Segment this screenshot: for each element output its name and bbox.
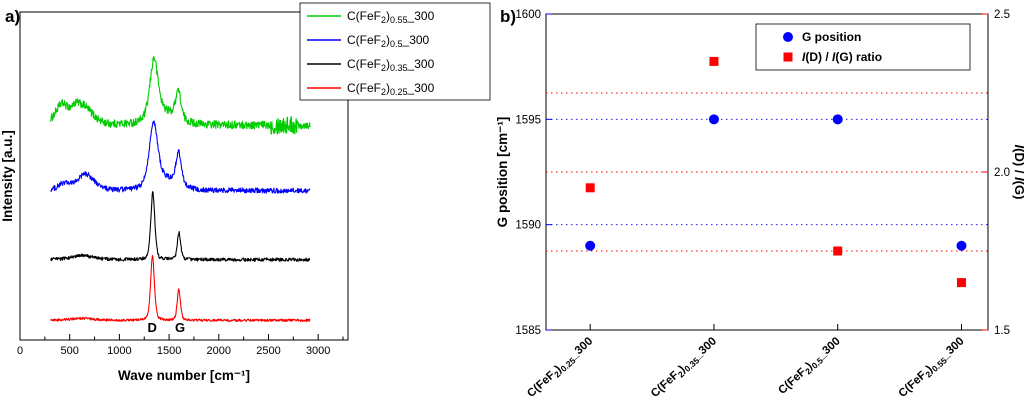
spectrum-line — [50, 254, 311, 323]
x-tick-label: 2000 — [207, 345, 231, 357]
y-tick-label-left: 1590 — [515, 220, 541, 232]
panel-a: a) 0 500 1000 1500 2000 2500 3000 D G C(FeF2)0.55… — [0, 0, 496, 412]
peak-label-d: D — [147, 320, 156, 335]
spectrum-line — [50, 55, 311, 135]
panel-b-tag: b) — [500, 7, 516, 26]
panel-b-left-axis-label: G position [cm⁻¹] — [496, 117, 510, 228]
legend-label: C(FeF2)0.35_300 — [347, 57, 435, 73]
panel-b-chart: b) 1585 1590 1595 1600 1.5 2.0 2.5 C(FeF2)0.25_… — [496, 7, 1024, 401]
y-tick-label-right: 1.5 — [994, 325, 1010, 337]
x-tick-label: 1500 — [157, 345, 181, 357]
x-tick-label: 500 — [61, 345, 79, 357]
x-tick-label: 3000 — [306, 345, 330, 357]
y-tick-label-left: 1600 — [515, 9, 541, 21]
data-point-g-position — [832, 114, 843, 125]
x-tick-label: 1000 — [107, 345, 131, 357]
y-axis-label-right: I(D) / I(G) — [1012, 145, 1024, 200]
panel-a-chart: a) 0 500 1000 1500 2000 2500 3000 D G C(FeF2)0.55… — [0, 2, 491, 383]
data-point-g-position — [585, 240, 596, 251]
y-tick-label-left: 1585 — [515, 325, 541, 337]
panel-a-plot-content: 0 500 1000 1500 2000 2500 3000 D G C(FeF2)0.55_30… — [17, 2, 491, 357]
spectrum-line — [50, 120, 311, 194]
panel-b-plot-content: 1585 1590 1595 1600 1.5 2.0 2.5 C(FeF2)0.25_300… — [515, 9, 1024, 401]
x-category-label: C(FeF2)0.5_300 — [776, 335, 844, 398]
legend-box — [755, 23, 971, 71]
legend-marker-square — [783, 52, 793, 62]
data-point-g-position — [956, 240, 967, 251]
x-tick-label: 2500 — [256, 345, 280, 357]
legend-label: G position — [802, 30, 861, 44]
x-category-label: C(FeF2)0.55_300 — [897, 335, 968, 401]
data-point-id-ig-ratio — [709, 56, 719, 66]
x-category-label: C(FeF2)0.25_300 — [525, 335, 596, 401]
data-point-id-ig-ratio — [956, 278, 966, 288]
peak-label-g: G — [175, 320, 185, 335]
y-tick-label-left: 1595 — [515, 114, 541, 126]
data-point-id-ig-ratio — [585, 183, 595, 193]
data-point-g-position — [708, 114, 719, 125]
spectrum-line — [50, 191, 311, 262]
legend-label: I(D) / I(G) ratio — [802, 50, 882, 64]
data-point-id-ig-ratio — [833, 246, 843, 256]
y-tick-label-right: 2.0 — [994, 167, 1010, 179]
panel-b: b) 1585 1590 1595 1600 1.5 2.0 2.5 C(FeF2)0.25_… — [496, 0, 1024, 412]
y-tick-label-right: 2.5 — [994, 9, 1010, 21]
x-category-label: C(FeF2)0.35_300 — [649, 335, 720, 401]
panel-a-plot-box — [19, 11, 349, 341]
legend-marker-circle — [783, 32, 793, 42]
legend-label: C(FeF2)0.25_300 — [347, 81, 435, 97]
legend-label: C(FeF2)0.5_300 — [347, 33, 430, 49]
legend-label: C(FeF2)0.55_300 — [347, 9, 435, 25]
panel-a-x-axis-label: Wave number [cm⁻¹] — [118, 368, 250, 383]
panel-a-tag: a) — [5, 7, 20, 26]
legend-box — [299, 2, 491, 101]
x-tick-label: 0 — [17, 345, 23, 357]
panel-a-y-axis-label: Intensity [a.u.] — [0, 130, 15, 222]
